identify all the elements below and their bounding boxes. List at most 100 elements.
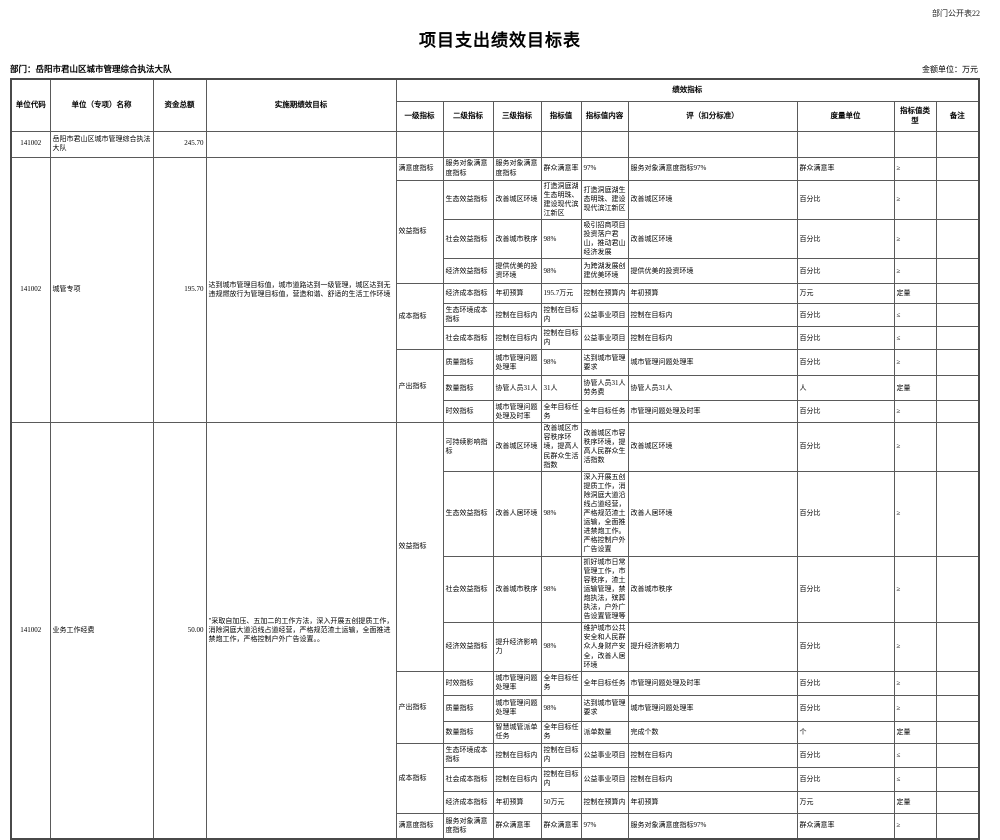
- cell-scoring-standard: 城市管理问题处理率: [627, 694, 798, 722]
- cell-level1-indicator: 产出指标: [395, 349, 444, 424]
- amount-unit-label: 金额单位：万元: [922, 65, 978, 74]
- cell-measure-unit: 百分比: [796, 218, 895, 260]
- cell-level3-indicator: 控制在目标内: [492, 766, 542, 792]
- subheader-col-0: 一级指标: [395, 100, 444, 132]
- cell-total-fund: 195.70: [152, 156, 207, 424]
- header-row-sub: 一级指标 二级指标 三级指标 指标值 指标值内容 评（扣分标准） 度量单位 指标值类型 备注: [11, 100, 980, 132]
- cell-value-content: 公益事业项目: [580, 766, 629, 792]
- cell-scoring-standard: 改善人居环境: [627, 470, 798, 557]
- cell-indicator-value: 31人: [540, 375, 582, 402]
- cell-unit-name: 城管专项: [49, 156, 154, 424]
- cell-scoring-standard: 市管理问题处理及时率: [627, 400, 798, 424]
- cell-note: [935, 218, 980, 260]
- cell-note: [935, 694, 980, 722]
- cell-indicator-value: 控制在目标内: [540, 326, 582, 351]
- header-perf-group: 绩效指标: [395, 78, 980, 102]
- cell-value-content: 全年目标任务: [580, 670, 629, 696]
- header-unit-name: 单位（专项）名称: [49, 78, 154, 132]
- table-row: 社会效益指标 改善城市秩序 98% 抓好城市日常管理工作，市容秩序，渣土运输管理，禁炮…: [11, 555, 980, 624]
- cell-note: [935, 283, 980, 305]
- table-row: 产出指标 时效指标 城市管理问题处理率 全年目标任务 全年目标任务 市管理问题处理及时率百…: [11, 670, 980, 744]
- cell-indicator-value: 全年目标任务: [540, 400, 582, 424]
- cell-value-content: 公益事业项目: [580, 326, 629, 351]
- header-row-top: 单位代码 单位（专项）名称 资金总额 实施期绩效目标 绩效指标: [10, 78, 980, 132]
- table-body: 141002 岳阳市君山区城市管理综合执法大队 245.70 141002 城管专项 19…: [10, 130, 980, 840]
- cell-measure-unit: 万元: [796, 790, 895, 814]
- cell-level1-indicator: [395, 130, 444, 158]
- cell-impl-target: "采取自加压、五加二的工作方法，深入开展五创提质工作，消除洞庭大道沿线占道经营，…: [205, 422, 397, 840]
- meta-row: 部门：岳阳市君山区城市管理综合执法大队 金额单位：万元: [10, 63, 978, 75]
- cell-level3-indicator: 城市管理问题处理率: [492, 349, 542, 377]
- cell-level3-indicator: 控制在目标内: [492, 742, 542, 768]
- cell-level2-indicator: 社会效益指标: [442, 555, 494, 624]
- header-total-fund: 资金总额: [152, 78, 207, 132]
- cell-scoring-standard: 提升经济影响力: [627, 622, 798, 672]
- cell-value-content: 全年目标任务: [580, 400, 629, 424]
- cell-level2-indicator: 社会成本指标: [442, 326, 494, 351]
- cell-unit-code: 141002: [10, 130, 51, 158]
- cell-scoring-standard: 控制在目标内: [627, 326, 798, 351]
- subheader-col-1: 二级指标: [442, 100, 494, 132]
- cell-value-content: 协管人员31人劳务费: [580, 375, 629, 402]
- cell-unit-name: 业务工作经费: [49, 422, 154, 840]
- table-row: 社会效益指标 改善城市秩序 98% 吸引招商项目投资落户君山，推动君山经济发展 改善城区…: [11, 218, 980, 260]
- cell-indicator-value: 98%: [540, 694, 582, 722]
- cell-value-type: ≤: [893, 303, 937, 328]
- cell-unit-name: 岳阳市君山区城市管理综合执法大队: [49, 130, 154, 158]
- cell-level3-indicator: [492, 130, 542, 158]
- cell-measure-unit: 百分比: [796, 258, 895, 285]
- cell-measure-unit: 百分比: [796, 303, 895, 328]
- cell-level2-indicator: 生态环境成本指标: [442, 303, 494, 328]
- cell-value-type: ≥: [893, 179, 937, 220]
- cell-measure-unit: 百分比: [796, 670, 895, 696]
- cell-value-content: 深入开展五创提质工作，消除洞庭大道沿线占道经营，严格规范渣土运输，全面推进禁炮工…: [580, 470, 629, 557]
- cell-level3-indicator: 年初预算: [492, 790, 542, 814]
- cell-level3-indicator: 提供优美的投资环境: [492, 258, 542, 285]
- cell-note: [935, 400, 980, 424]
- table-row: 效益指标 生态效益指标 改善城区环境 打造洞庭湖生态明珠、建设现代滨江新区 打造洞庭湖生…: [11, 179, 980, 285]
- cell-measure-unit: 个: [796, 720, 895, 744]
- cell-scoring-standard: 控制在目标内: [627, 766, 798, 792]
- cell-level3-indicator: 改善城市秩序: [492, 218, 542, 260]
- cell-value-type: ≥: [893, 470, 937, 557]
- cell-level2-indicator: 服务对象满意度指标: [442, 812, 494, 840]
- cell-indicator-value: 控制在目标内: [540, 766, 582, 792]
- cell-measure-unit: 百分比: [796, 470, 895, 557]
- table-header: 单位代码 单位（专项）名称 资金总额 实施期绩效目标 绩效指标 一级指标 二级指标…: [10, 78, 980, 132]
- subheader-col-8: 备注: [935, 100, 980, 132]
- performance-target-table: 单位代码 单位（专项）名称 资金总额 实施期绩效目标 绩效指标 一级指标 二级指标…: [10, 78, 981, 840]
- cell-indicator-value: 群众满意率: [540, 156, 582, 181]
- cell-level3-indicator: 城市管理问题处理及时率: [492, 400, 542, 424]
- cell-indicator-value: 改善城区市容秩序环境，提高人民群众生活指数: [540, 422, 582, 472]
- cell-measure-unit: 百分比: [796, 622, 895, 672]
- cell-level2-indicator: 经济成本指标: [442, 283, 494, 305]
- cell-value-type: ≥: [893, 812, 937, 840]
- cell-indicator-value: 打造洞庭湖生态明珠、建设现代滨江新区: [540, 179, 582, 220]
- table-row: 社会成本指标 控制在目标内 控制在目标内 公益事业项目 控制在目标内 百分比 ≤: [11, 326, 980, 351]
- cell-level2-indicator: [442, 130, 494, 158]
- cell-value-type: [893, 130, 937, 158]
- cell-level3-indicator: 提升经济影响力: [492, 622, 542, 672]
- cell-impl-target: 达到城市管理目标值，城市道路达到一级管理，城区达到无违规燃放行为管理目标值，营造…: [205, 156, 397, 424]
- cell-value-content: 为跨湖发展创建优美环境: [580, 258, 629, 285]
- cell-measure-unit: 百分比: [796, 766, 895, 792]
- cell-note: [935, 742, 980, 768]
- cell-level1-indicator: 产出指标: [395, 670, 444, 744]
- cell-note: [935, 720, 980, 744]
- cell-scoring-standard: 改善城区环境: [627, 422, 798, 472]
- cell-indicator-value: 195.7万元: [540, 283, 582, 305]
- cell-measure-unit: 百分比: [796, 555, 895, 624]
- cell-unit-code: 141002: [10, 422, 51, 840]
- cell-level2-indicator: 数量指标: [442, 720, 494, 744]
- cell-impl-target: [205, 130, 397, 158]
- subheader-col-4: 指标值内容: [580, 100, 629, 132]
- cell-level2-indicator: 经济效益指标: [442, 622, 494, 672]
- cell-level2-indicator: 时效指标: [442, 670, 494, 696]
- cell-level2-indicator: 生态效益指标: [442, 179, 494, 220]
- cell-value-type: ≥: [893, 156, 937, 181]
- cell-indicator-value: 98%: [540, 258, 582, 285]
- cell-indicator-value: 98%: [540, 218, 582, 260]
- cell-note: [935, 375, 980, 402]
- cell-level3-indicator: 控制在目标内: [492, 303, 542, 328]
